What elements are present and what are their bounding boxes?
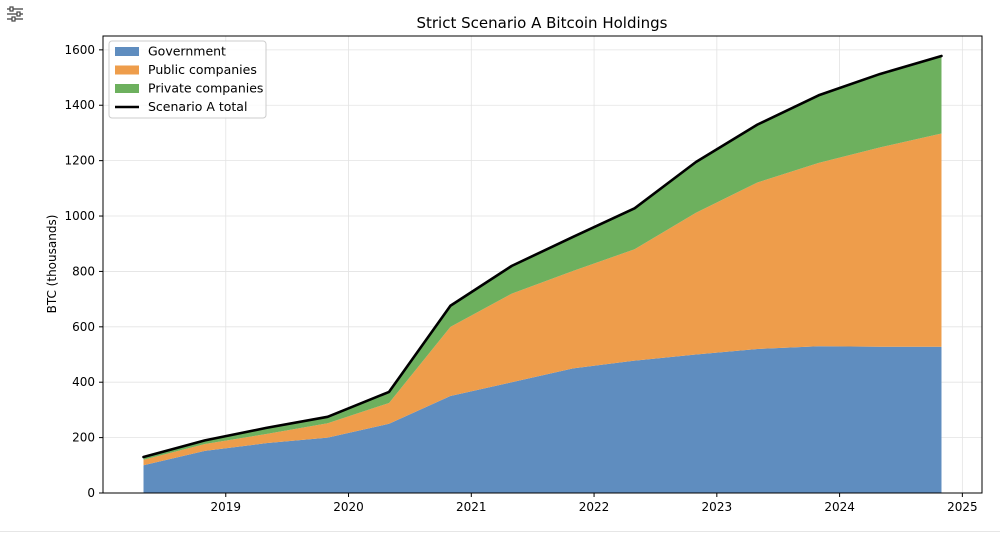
x-tick-label: 2019 xyxy=(210,500,241,514)
settings-sliders-icon[interactable] xyxy=(4,4,26,24)
x-tick-label: 2021 xyxy=(456,500,487,514)
legend-swatch-private-companies xyxy=(115,84,139,93)
legend-swatch-government xyxy=(115,47,139,56)
scenario-a-total-line xyxy=(142,54,943,459)
private-companies-area xyxy=(143,55,942,460)
legend-label-private-companies: Private companies xyxy=(148,81,263,96)
x-tick-label: 2023 xyxy=(702,500,733,514)
x-tick-label: 2020 xyxy=(333,500,364,514)
y-tick-label: 800 xyxy=(72,264,95,278)
y-tick-label: 1000 xyxy=(64,209,95,223)
public-companies-area xyxy=(143,133,942,466)
stacked-areas xyxy=(143,55,942,493)
x-tick-label: 2024 xyxy=(824,500,855,514)
x-tick-label: 2022 xyxy=(579,500,610,514)
y-tick-label: 1200 xyxy=(64,154,95,168)
chart-title: Strict Scenario A Bitcoin Holdings xyxy=(416,14,667,32)
y-tick-label: 1600 xyxy=(64,43,95,57)
bottom-divider xyxy=(0,531,1000,532)
y-tick-label: 200 xyxy=(72,431,95,445)
x-axis: 2019 2020 2021 2022 2023 2024 2025 xyxy=(210,493,978,514)
legend-swatch-public-companies xyxy=(115,65,139,75)
plot-frame xyxy=(102,35,983,494)
total-line-group xyxy=(142,54,943,459)
y-tick-label: 600 xyxy=(72,320,95,334)
legend: Government Public companies Private compan… xyxy=(108,40,267,119)
legend-box xyxy=(108,40,267,119)
y-tick-label: 1400 xyxy=(64,98,95,112)
y-tick-label: 400 xyxy=(72,375,95,389)
x-tick-label: 2025 xyxy=(947,500,978,514)
legend-label-public-companies: Public companies xyxy=(148,62,257,77)
y-axis: 0 200 400 600 800 1000 1200 1400 1600 xyxy=(64,43,103,500)
y-axis-label: BTC (thousands) xyxy=(45,215,59,314)
legend-label-government: Government xyxy=(148,44,226,59)
legend-label-scenario-a-total: Scenario A total xyxy=(148,99,247,114)
government-area xyxy=(143,346,942,493)
y-tick-label: 0 xyxy=(87,486,95,500)
